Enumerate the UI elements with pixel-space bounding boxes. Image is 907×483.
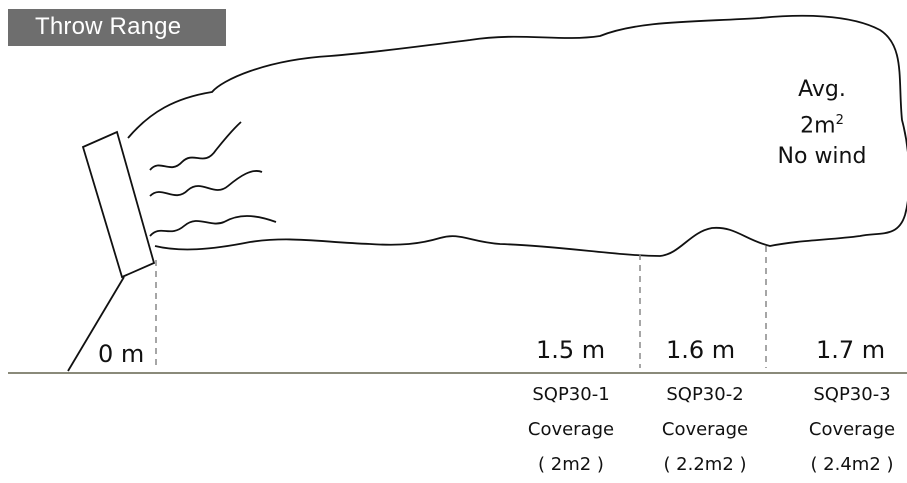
title-badge (8, 9, 226, 46)
mist-wave-1 (149, 121, 242, 171)
model-name: SQP30-3 (813, 384, 891, 405)
coverage-value: ( 2.4m2 ) (810, 454, 894, 475)
diagram-title: Throw Range (35, 13, 182, 40)
conditions-note: Avg. 2m2 No wind (742, 74, 902, 172)
coverage-value: ( 2m2 ) (538, 454, 604, 475)
mist-cloud-outline (127, 14, 907, 257)
coverage-value: ( 2.2m2 ) (663, 454, 747, 475)
coverage-label: Coverage (661, 419, 749, 440)
mist-wave-2 (149, 170, 263, 197)
model-sqp30-1: SQP30-1 Coverage ( 2m2 ) (516, 377, 626, 482)
model-name: SQP30-1 (532, 384, 610, 405)
model-name: SQP30-2 (666, 384, 744, 405)
note-wind: No wind (777, 144, 867, 170)
distance-1-7m: 1.7 m (816, 336, 886, 364)
fan-stand (67, 276, 125, 372)
model-sqp30-2: SQP30-2 Coverage ( 2.2m2 ) (650, 377, 760, 482)
mist-wave-3 (149, 215, 277, 237)
model-sqp30-3: SQP30-3 Coverage ( 2.4m2 ) (797, 377, 907, 482)
note-avg: Avg. (798, 77, 846, 102)
distance-0m: 0 m (98, 340, 145, 368)
distance-1-6m: 1.6 m (666, 336, 736, 364)
coverage-label: Coverage (527, 419, 615, 440)
note-area: 2m2 (800, 113, 844, 139)
distance-1-5m: 1.5 m (536, 336, 606, 364)
fan-body (81, 130, 156, 279)
coverage-label: Coverage (808, 419, 896, 440)
